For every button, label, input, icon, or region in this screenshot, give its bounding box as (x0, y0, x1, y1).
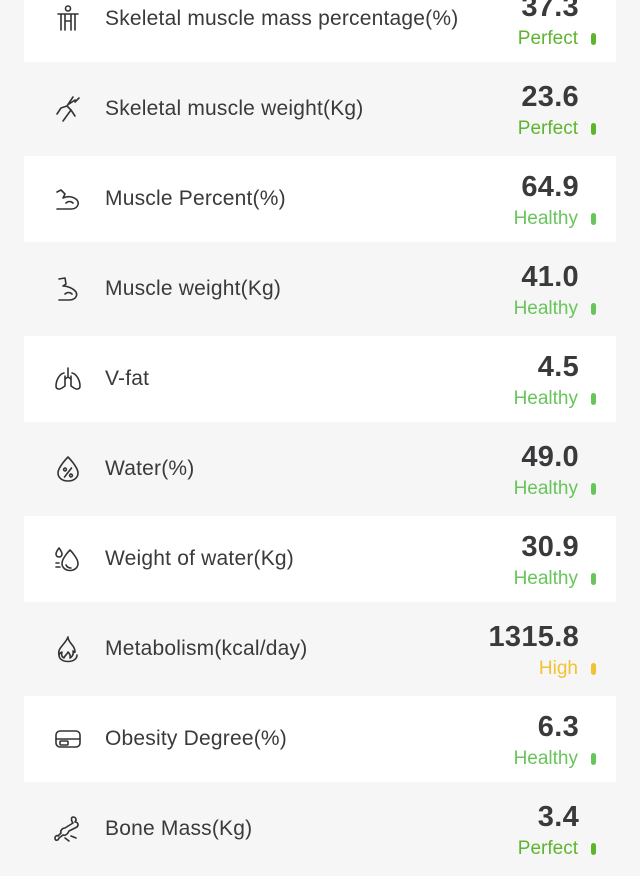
status-indicator (591, 33, 596, 45)
status-indicator (591, 213, 596, 225)
metric-value: 41.0 (521, 261, 579, 293)
metric-value: 1315.8 (488, 621, 579, 653)
metric-row-obesity-degree[interactable]: Obesity Degree(%) 6.3 Healthy (24, 696, 616, 782)
metrics-list: Skeletal muscle mass percentage(%) 37.3 … (24, 0, 616, 876)
metric-value: 64.9 (521, 171, 579, 203)
status-indicator (591, 843, 596, 855)
status-indicator (591, 663, 596, 675)
metric-status: Healthy (513, 208, 578, 229)
flexed-arm-icon (52, 183, 84, 215)
metric-value: 4.5 (537, 351, 579, 383)
metric-status: Healthy (513, 478, 578, 499)
metric-label: Muscle weight(Kg) (105, 277, 282, 300)
status-indicator (591, 573, 596, 585)
metric-status: Healthy (513, 748, 578, 769)
metric-row-water[interactable]: Water(%) 49.0 Healthy (24, 426, 616, 512)
water-percent-drop-icon (52, 453, 84, 485)
status-indicator (591, 393, 596, 405)
metric-status: Healthy (513, 298, 578, 319)
metric-row-muscle-weight[interactable]: Muscle weight(Kg) 41.0 Healthy (24, 246, 616, 332)
metric-value: 23.6 (521, 81, 579, 113)
flame-icon (52, 633, 84, 665)
arm-muscle-icon (52, 273, 84, 305)
metric-row-weight-of-water[interactable]: Weight of water(Kg) 30.9 Healthy (24, 516, 616, 602)
metric-label: Bone Mass(Kg) (105, 817, 253, 840)
status-indicator (591, 753, 596, 765)
metric-status: Perfect (517, 28, 578, 49)
metric-label: Weight of water(Kg) (105, 547, 294, 570)
metric-row-metabolism[interactable]: Metabolism(kcal/day) 1315.8 High (24, 606, 616, 692)
metric-row-skeletal-muscle-mass[interactable]: Skeletal muscle mass percentage(%) 37.3 … (24, 0, 616, 62)
metric-label: Skeletal muscle weight(Kg) (105, 97, 364, 120)
metric-status: Healthy (513, 388, 578, 409)
metric-label: Water(%) (105, 457, 195, 480)
metric-label: Muscle Percent(%) (105, 187, 286, 210)
metric-status: Healthy (513, 568, 578, 589)
status-indicator (591, 123, 596, 135)
bone-icon (52, 813, 84, 845)
metric-value: 3.4 (537, 801, 579, 833)
running-figure-icon (52, 93, 84, 125)
metric-row-skeletal-muscle-weight[interactable]: Skeletal muscle weight(Kg) 23.6 Perfect (24, 66, 616, 152)
metric-value: 37.3 (521, 0, 579, 23)
metric-status: Perfect (517, 838, 578, 859)
metric-status: High (538, 658, 578, 679)
status-indicator (591, 303, 596, 315)
metric-row-muscle-percent[interactable]: Muscle Percent(%) 64.9 Healthy (24, 156, 616, 242)
metric-value: 6.3 (537, 711, 579, 743)
metric-row-v-fat[interactable]: V-fat 4.5 Healthy (24, 336, 616, 422)
scale-icon (52, 723, 84, 755)
metric-status: Perfect (517, 118, 578, 139)
metric-label: Metabolism(kcal/day) (105, 637, 308, 660)
metric-row-bone-mass[interactable]: Bone Mass(Kg) 3.4 Perfect (24, 786, 616, 872)
body-figure-icon (52, 3, 84, 35)
lungs-icon (52, 363, 84, 395)
status-indicator (591, 483, 596, 495)
metric-label: Skeletal muscle mass percentage(%) (105, 7, 459, 30)
metric-label: V-fat (105, 367, 150, 390)
metric-label: Obesity Degree(%) (105, 727, 287, 750)
water-drops-icon (52, 543, 84, 575)
metric-value: 49.0 (521, 441, 579, 473)
metric-value: 30.9 (521, 531, 579, 563)
